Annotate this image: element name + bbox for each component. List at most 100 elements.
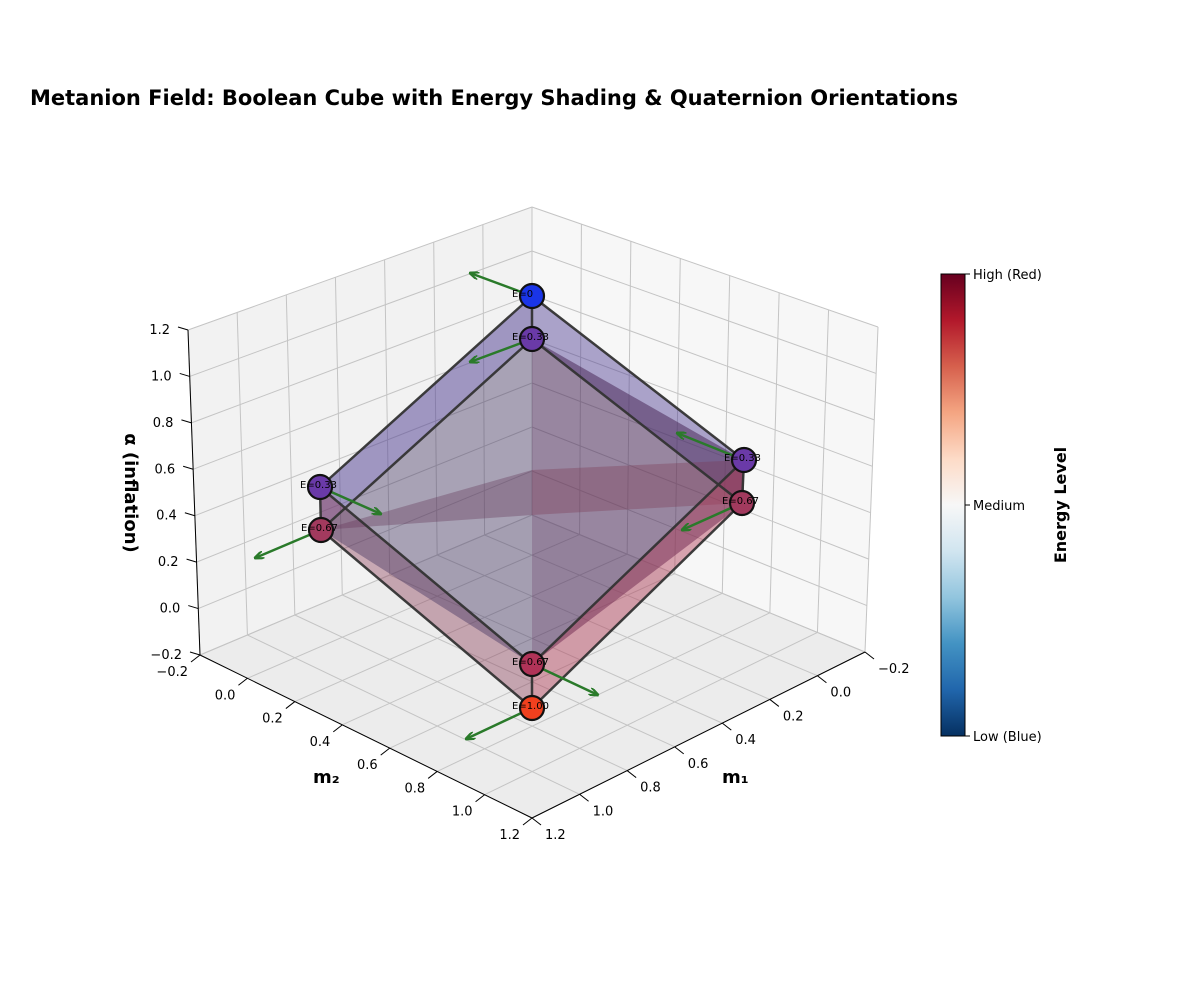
vertex-point — [306, 473, 334, 501]
energy-face — [532, 339, 744, 664]
z-tick-mark — [177, 326, 189, 331]
y-tick-mark — [285, 701, 296, 709]
grid-line — [436, 554, 771, 700]
grid-line — [769, 292, 780, 613]
z-axis-line — [187, 329, 201, 656]
colorbar-tick-medium: Medium — [973, 499, 1025, 514]
z-tick-mark — [188, 605, 199, 610]
x-axis-label: m₁ — [722, 767, 749, 788]
y-tick-mark — [332, 724, 343, 733]
energy-face — [321, 339, 532, 664]
y-tick-mark — [380, 747, 391, 756]
cube-edge — [531, 459, 745, 665]
vertex-point — [518, 282, 546, 310]
y-tick-label: 0.2 — [262, 712, 283, 727]
chart-title: Metanion Field: Boolean Cube with Energy… — [30, 86, 958, 110]
z-tick-mark — [181, 419, 192, 424]
x-tick-mark — [864, 651, 875, 660]
z-tick-label: 1.0 — [151, 369, 172, 384]
grid-line — [436, 612, 771, 772]
cube-edges — [318, 295, 746, 709]
vertex-point — [307, 516, 335, 544]
grid-line — [531, 206, 879, 328]
x-tick-mark — [626, 770, 637, 778]
z-tick-label: 0.2 — [158, 555, 179, 570]
grid-line — [199, 514, 533, 656]
energy-colorbar: High (Red) Medium Low (Blue) Energy Leve… — [940, 268, 1070, 745]
z-tick-label: 0.8 — [153, 416, 174, 431]
x-tick-mark — [579, 793, 589, 802]
energy-face — [321, 460, 744, 530]
vertex-point — [518, 325, 546, 353]
cube-edge — [531, 502, 743, 709]
z-tick-label: 0.6 — [154, 462, 175, 477]
grid-line — [389, 592, 723, 749]
grid-line — [342, 594, 675, 748]
y-tick-label: 1.2 — [499, 828, 520, 843]
x-axis-line — [531, 651, 866, 819]
x-tick-mark — [531, 817, 542, 826]
energy-surfaces — [320, 296, 744, 708]
cube-edge — [319, 486, 533, 665]
cube-edge — [531, 338, 743, 504]
y-tick-label: 0.0 — [215, 688, 236, 703]
grid-line — [531, 294, 875, 421]
x-tick-label: −0.2 — [878, 662, 910, 677]
energy-face — [320, 296, 532, 530]
grid-line — [191, 294, 533, 424]
colorbar-tick-high: High (Red) — [973, 268, 1042, 283]
z-tick-label: 0.4 — [156, 509, 177, 524]
cube-edge — [320, 338, 533, 531]
grid-line — [294, 614, 628, 772]
z-tick-label: −0.2 — [150, 648, 182, 663]
energy-label: E=0.67 — [512, 657, 549, 668]
grid-line — [389, 574, 723, 724]
colorbar-gradient — [940, 273, 966, 737]
x-tick-label: 0.2 — [783, 709, 804, 724]
y-tick-mark — [238, 677, 248, 686]
energy-label: E=0.67 — [722, 496, 759, 507]
y-tick-mark — [427, 771, 438, 779]
vertex-point — [518, 694, 546, 722]
axis-lines — [177, 326, 875, 826]
z-axis-label: α (inflation) — [120, 433, 141, 553]
pane-left — [188, 207, 532, 655]
x-tick-mark — [721, 722, 732, 731]
grid-line — [531, 338, 873, 467]
y-axis-line — [199, 654, 533, 819]
z-tick-mark — [182, 465, 194, 470]
z-tick-mark — [184, 512, 196, 517]
y-tick-label: 0.6 — [357, 758, 378, 773]
grid-line — [384, 259, 391, 576]
grid-line — [187, 206, 533, 331]
grid-line — [334, 277, 343, 596]
x-tick-mark — [817, 675, 827, 684]
grid-line — [864, 326, 879, 653]
colorbar-title: Energy Level — [1051, 447, 1070, 563]
grid-line — [721, 275, 731, 594]
energy-label: E=0.33 — [512, 332, 549, 343]
tick-labels: −0.2 −0.2 −0.2 0.0 0.0 0.0 0.2 0.2 0.2 0.4 0.4 0.4 0… — [149, 323, 909, 843]
y-tick-label: 0.8 — [404, 781, 425, 796]
energy-label: E=0 — [512, 289, 533, 300]
grid-line — [342, 573, 675, 726]
grid-line — [484, 631, 818, 796]
x-tick-label: 0.6 — [688, 757, 709, 772]
vertex-point — [730, 446, 758, 474]
z-tick-mark — [179, 372, 190, 377]
z-tick-mark — [189, 651, 201, 656]
x-tick-mark — [769, 699, 780, 707]
energy-face — [532, 460, 744, 708]
y-tick-mark — [522, 817, 533, 826]
energy-label: E=0.67 — [301, 523, 338, 534]
y-tick-label: 0.4 — [310, 735, 331, 750]
x-tick-label: 1.0 — [593, 804, 614, 819]
grid-line — [531, 250, 877, 374]
x-tick-label: 0.0 — [830, 686, 851, 701]
grid-line — [198, 470, 533, 610]
x-tick-label: 0.8 — [640, 781, 661, 796]
energy-label: E=0.33 — [300, 480, 337, 491]
energy-label: E=0.33 — [724, 453, 761, 464]
z-tick-label: 1.2 — [149, 323, 170, 338]
